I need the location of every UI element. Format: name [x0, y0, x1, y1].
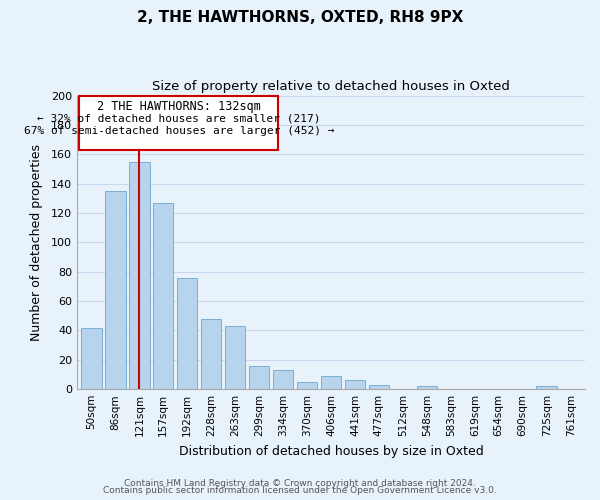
Bar	[321, 376, 341, 389]
Bar	[273, 370, 293, 389]
Bar	[105, 191, 125, 389]
X-axis label: Distribution of detached houses by size in Oxted: Distribution of detached houses by size …	[179, 444, 484, 458]
Bar	[416, 386, 437, 389]
Bar	[297, 382, 317, 389]
Bar	[201, 318, 221, 389]
Text: 2 THE HAWTHORNS: 132sqm: 2 THE HAWTHORNS: 132sqm	[97, 100, 261, 113]
Bar	[129, 162, 149, 389]
Bar	[225, 326, 245, 389]
Bar	[81, 328, 101, 389]
Bar	[536, 386, 557, 389]
Bar	[345, 380, 365, 389]
Y-axis label: Number of detached properties: Number of detached properties	[30, 144, 43, 341]
Text: ← 32% of detached houses are smaller (217): ← 32% of detached houses are smaller (21…	[37, 113, 320, 123]
Text: Contains public sector information licensed under the Open Government Licence v3: Contains public sector information licen…	[103, 486, 497, 495]
Text: 2, THE HAWTHORNS, OXTED, RH8 9PX: 2, THE HAWTHORNS, OXTED, RH8 9PX	[137, 10, 463, 25]
Text: 67% of semi-detached houses are larger (452) →: 67% of semi-detached houses are larger (…	[23, 126, 334, 136]
Text: Contains HM Land Registry data © Crown copyright and database right 2024.: Contains HM Land Registry data © Crown c…	[124, 478, 476, 488]
Bar	[369, 385, 389, 389]
FancyBboxPatch shape	[79, 96, 278, 150]
Bar	[153, 202, 173, 389]
Bar	[177, 278, 197, 389]
Bar	[249, 366, 269, 389]
Title: Size of property relative to detached houses in Oxted: Size of property relative to detached ho…	[152, 80, 510, 93]
